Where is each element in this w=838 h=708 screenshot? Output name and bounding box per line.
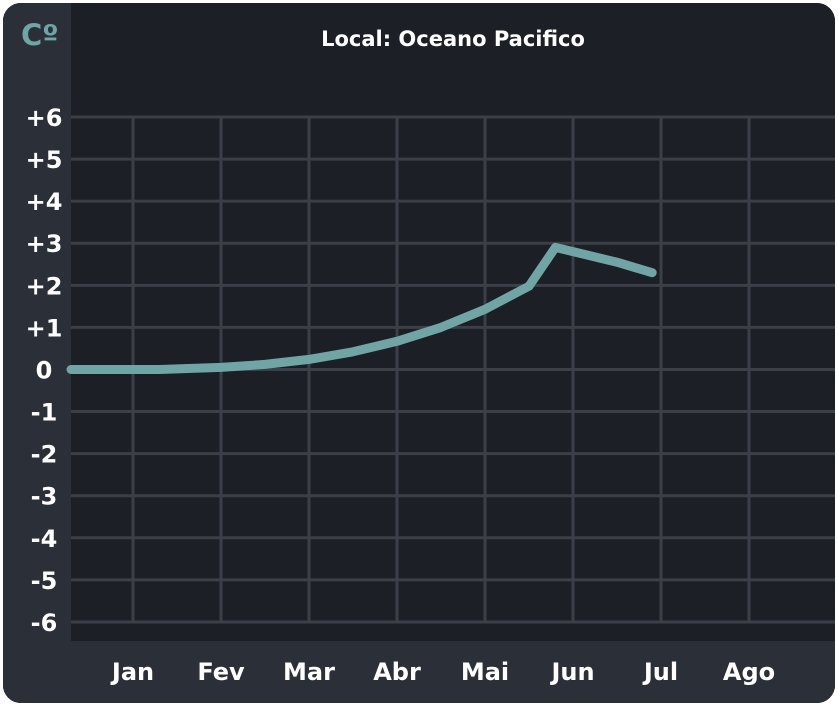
chart-title: Local: Oceano Pacifico	[321, 27, 585, 51]
y-axis-ticks: +6 +5 +4 +3 +2 +1 0 -1 -2 -3 -4 -5 -6	[26, 104, 63, 637]
y-tick-label: +5	[26, 146, 63, 174]
x-axis-panel	[71, 641, 835, 703]
y-tick-label: -5	[31, 567, 58, 595]
x-tick-label: Ago	[723, 658, 775, 686]
plot-background	[3, 3, 835, 703]
y-tick-label: +1	[26, 314, 63, 342]
chart-card: +6 +5 +4 +3 +2 +1 0 -1 -2 -3 -4 -5 -6 Jan Fev Mar Abr Ma…	[3, 3, 835, 703]
y-tick-label: -2	[31, 441, 58, 469]
y-axis-panel	[3, 3, 71, 703]
y-tick-label: +2	[26, 272, 63, 300]
x-tick-label: Mar	[283, 658, 335, 686]
y-tick-label: +3	[26, 230, 63, 258]
series-layer	[66, 242, 657, 374]
y-axis-unit-label: Cº	[21, 18, 59, 52]
x-axis-ticks: Jan Fev Mar Abr Mai Jun Jul Ago	[110, 658, 775, 686]
y-tick-label: -4	[31, 525, 58, 553]
x-tick-label: Mai	[461, 658, 509, 686]
y-tick-label: -1	[31, 399, 58, 427]
y-tick-label: -3	[31, 483, 58, 511]
y-tick-label: -6	[31, 609, 58, 637]
x-tick-label: Jul	[642, 658, 678, 686]
x-tick-label: Jun	[549, 658, 594, 686]
series-line	[66, 242, 657, 374]
x-tick-label: Jan	[110, 658, 154, 686]
x-tick-label: Abr	[373, 658, 421, 686]
y-tick-label: +4	[26, 188, 63, 216]
temperature-chart: +6 +5 +4 +3 +2 +1 0 -1 -2 -3 -4 -5 -6 Jan Fev Mar Abr Ma…	[3, 3, 835, 703]
x-tick-label: Fev	[197, 658, 245, 686]
y-tick-label: 0	[36, 356, 53, 384]
y-tick-label: +6	[26, 104, 63, 132]
